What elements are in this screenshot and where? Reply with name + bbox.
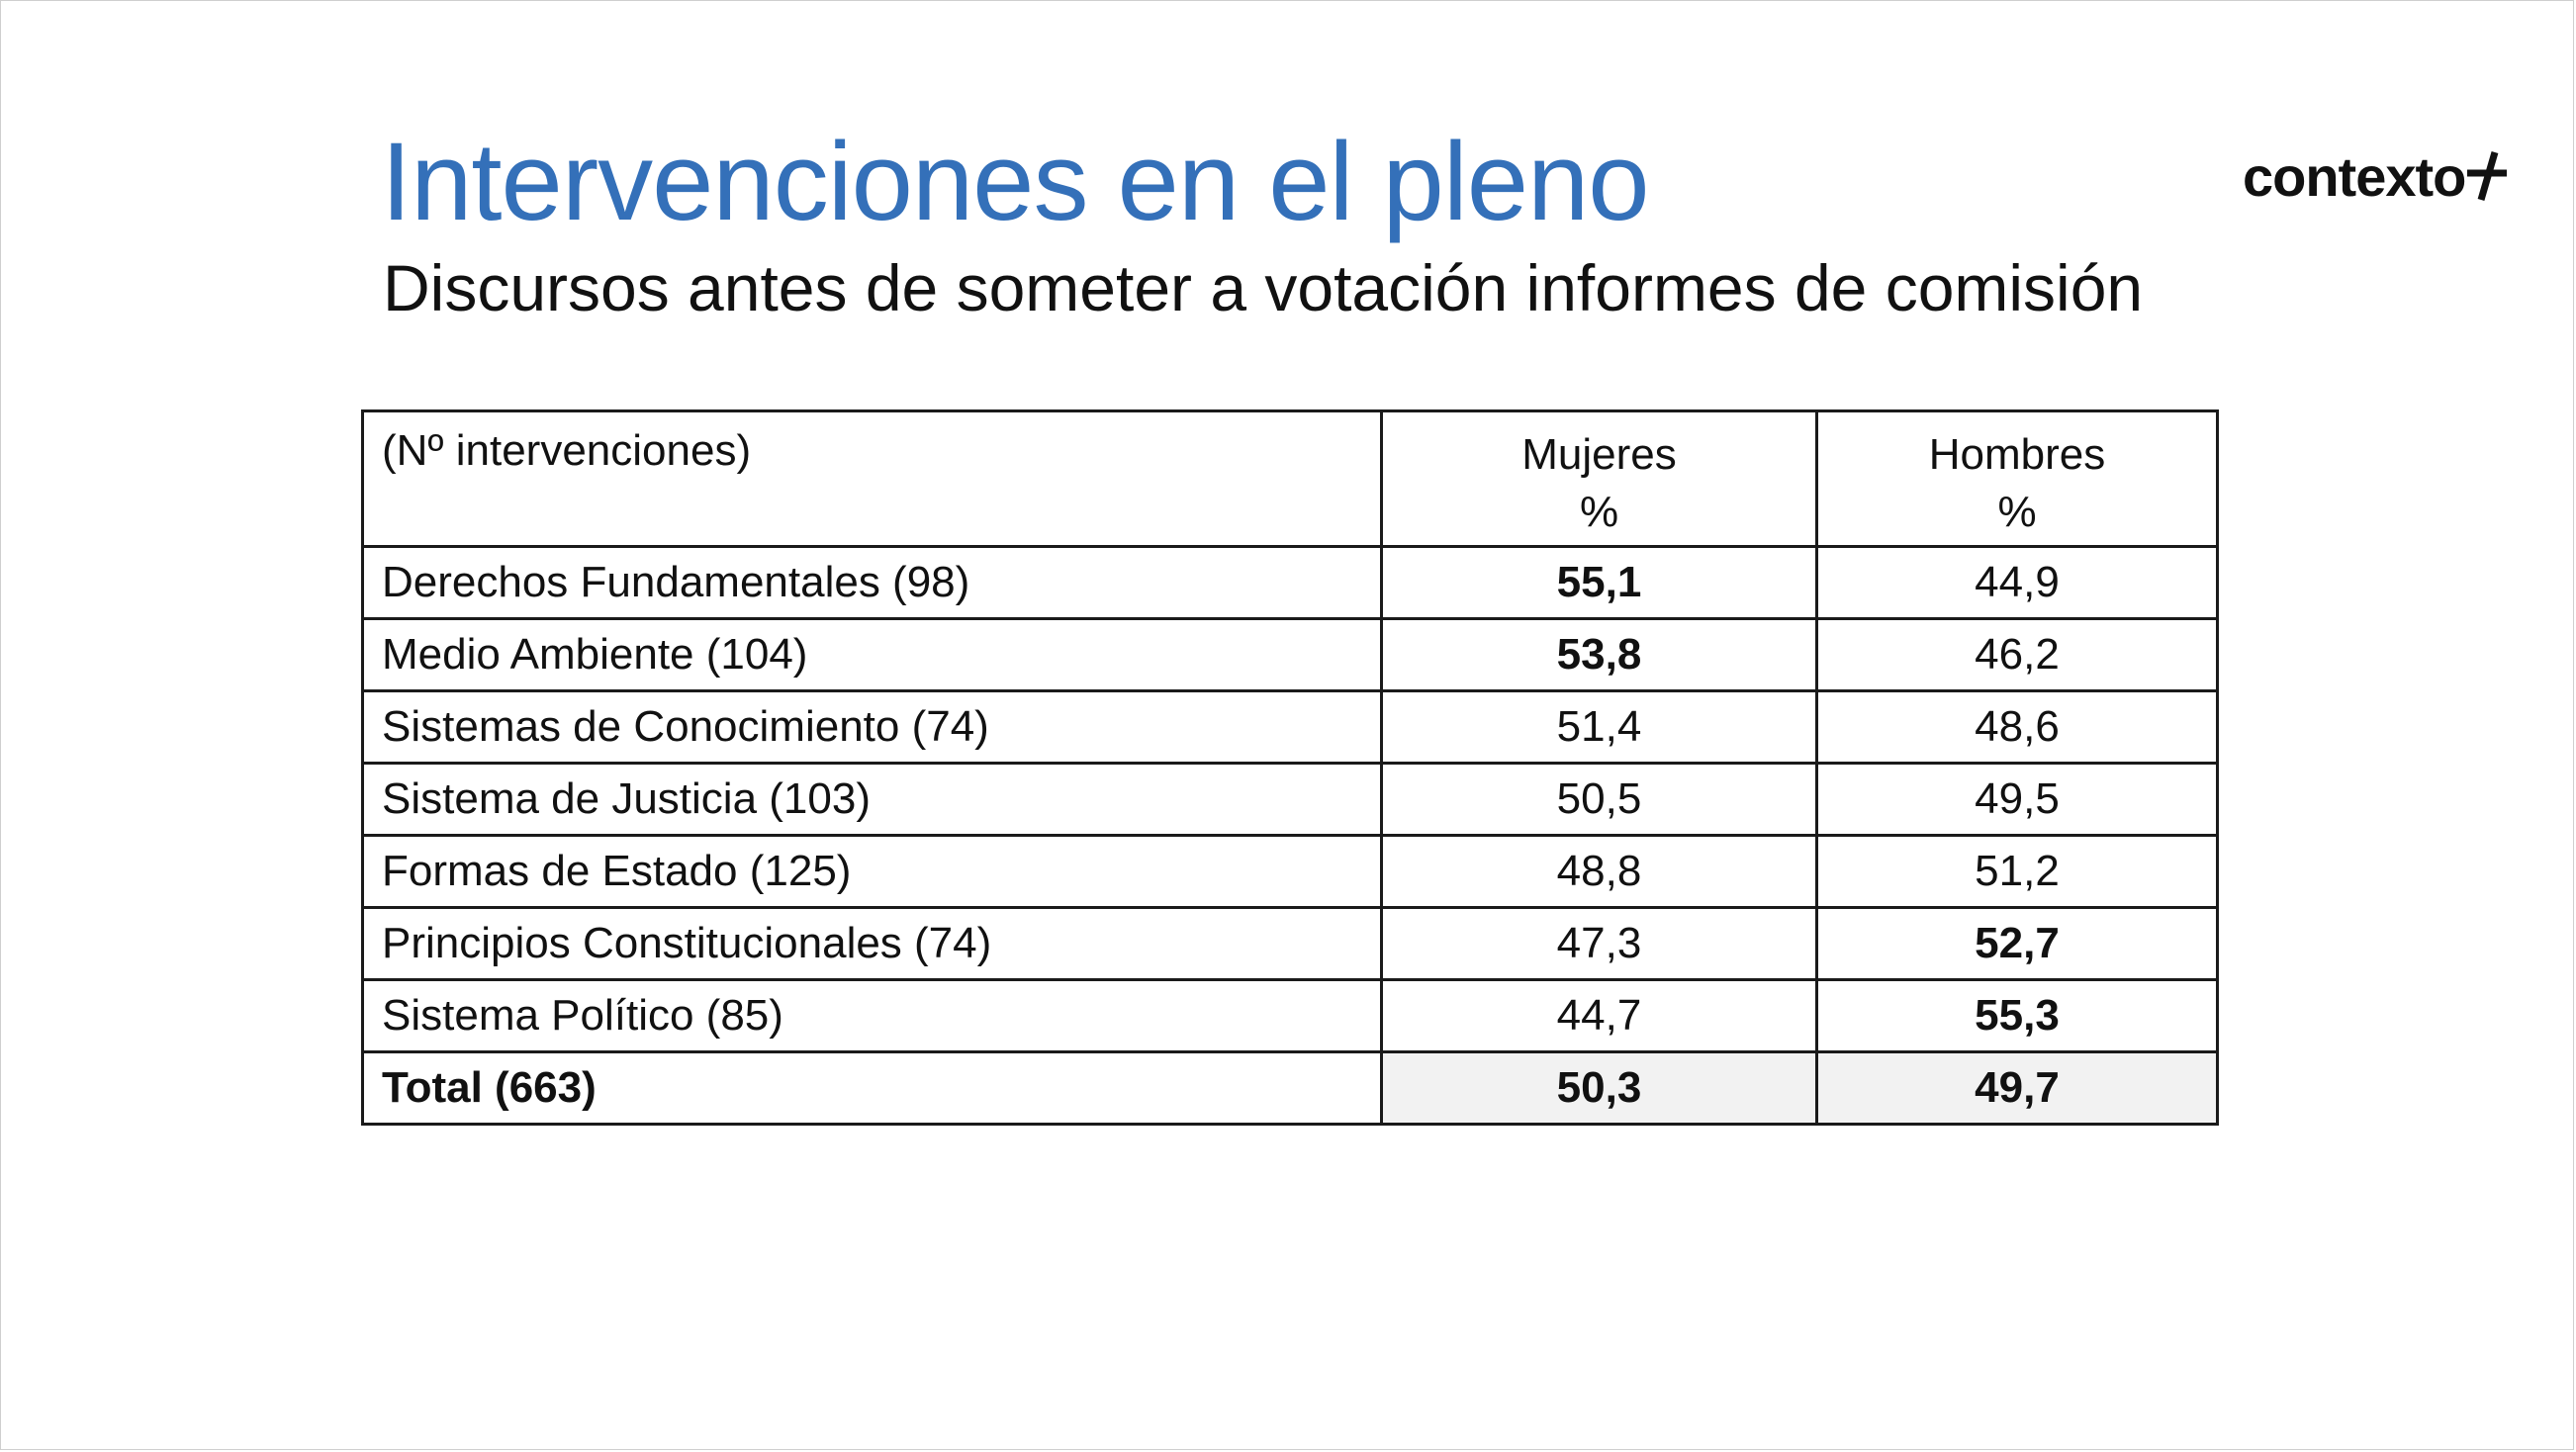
row-label: Sistema de Justicia (103) [361, 762, 1383, 837]
table-header-row: (Nº intervenciones) Mujeres % Hombres % [361, 409, 2219, 548]
header-hombres-title: Hombres [1928, 430, 2106, 479]
total-mujeres-value: 50,3 [1380, 1050, 1818, 1126]
row-hombres-value: 52,7 [1815, 906, 2219, 981]
table-row: Sistema Político (85) 44,7 55,3 [361, 978, 2219, 1053]
total-hombres-value: 49,7 [1815, 1050, 2219, 1126]
slide-subtitle: Discursos antes de someter a votación in… [383, 251, 2144, 324]
table-row: Derechos Fundamentales (98) 55,1 44,9 [361, 545, 2219, 620]
header-hombres-cell: Hombres % [1815, 409, 2219, 548]
contexto-logo: contexto [2243, 142, 2509, 212]
row-mujeres-value: 51,4 [1380, 689, 1818, 765]
table-row: Medio Ambiente (104) 53,8 46,2 [361, 617, 2219, 692]
header-mujeres-title: Mujeres [1521, 430, 1677, 479]
row-hombres-value: 51,2 [1815, 834, 2219, 909]
interventions-table: (Nº intervenciones) Mujeres % Hombres % … [361, 409, 2219, 1126]
header-mujeres-cell: Mujeres % [1380, 409, 1818, 548]
header-hombres-unit: % [1997, 488, 2037, 536]
row-label: Sistemas de Conocimiento (74) [361, 689, 1383, 765]
table-row: Sistemas de Conocimiento (74) 51,4 48,6 [361, 689, 2219, 765]
row-mujeres-value: 53,8 [1380, 617, 1818, 692]
row-hombres-value: 46,2 [1815, 617, 2219, 692]
logo-plus-slash-icon [2465, 146, 2509, 202]
table-total-row: Total (663) 50,3 49,7 [361, 1050, 2219, 1126]
row-hombres-value: 44,9 [1815, 545, 2219, 620]
row-hombres-value: 49,5 [1815, 762, 2219, 837]
total-label: Total (663) [361, 1050, 1383, 1126]
table-row: Sistema de Justicia (103) 50,5 49,5 [361, 762, 2219, 837]
row-mujeres-value: 44,7 [1380, 978, 1818, 1053]
row-label: Sistema Político (85) [361, 978, 1383, 1053]
row-mujeres-value: 47,3 [1380, 906, 1818, 981]
slide-title: Intervenciones en el pleno [381, 120, 1650, 243]
header-label-cell: (Nº intervenciones) [361, 409, 1383, 548]
row-label: Medio Ambiente (104) [361, 617, 1383, 692]
row-mujeres-value: 50,5 [1380, 762, 1818, 837]
header-mujeres-unit: % [1579, 488, 1619, 536]
row-hombres-value: 55,3 [1815, 978, 2219, 1053]
row-label: Principios Constitucionales (74) [361, 906, 1383, 981]
row-label: Derechos Fundamentales (98) [361, 545, 1383, 620]
logo-text: contexto [2243, 145, 2466, 208]
table-row: Principios Constitucionales (74) 47,3 52… [361, 906, 2219, 981]
row-label: Formas de Estado (125) [361, 834, 1383, 909]
row-mujeres-value: 55,1 [1380, 545, 1818, 620]
row-hombres-value: 48,6 [1815, 689, 2219, 765]
row-mujeres-value: 48,8 [1380, 834, 1818, 909]
table-row: Formas de Estado (125) 48,8 51,2 [361, 834, 2219, 909]
